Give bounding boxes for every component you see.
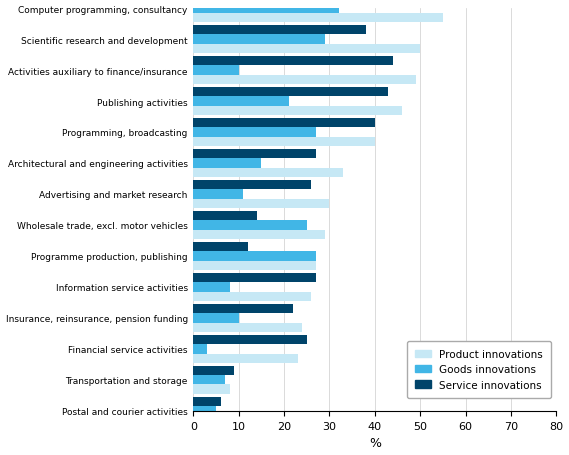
Bar — [193, 149, 316, 159]
X-axis label: %: % — [369, 436, 381, 450]
Bar — [193, 375, 225, 384]
Bar — [193, 180, 311, 190]
Bar — [193, 304, 293, 313]
Bar — [193, 252, 316, 261]
Bar — [193, 335, 307, 344]
Bar — [193, 211, 257, 221]
Bar — [193, 230, 325, 240]
Bar — [193, 66, 239, 76]
Bar — [193, 26, 366, 35]
Bar — [193, 366, 234, 375]
Bar — [193, 273, 316, 283]
Bar — [193, 159, 261, 168]
Bar — [193, 88, 389, 97]
Bar — [193, 406, 216, 415]
Bar — [193, 221, 307, 230]
Bar — [193, 106, 402, 116]
Bar — [193, 0, 430, 5]
Legend: Product innovations, Goods innovations, Service innovations: Product innovations, Goods innovations, … — [407, 341, 551, 398]
Bar — [193, 97, 288, 106]
Bar — [193, 128, 316, 137]
Bar — [193, 119, 375, 128]
Bar — [193, 354, 298, 363]
Bar — [193, 242, 248, 252]
Bar — [193, 397, 221, 406]
Bar — [193, 344, 207, 354]
Bar — [193, 415, 221, 425]
Bar — [193, 428, 288, 437]
Bar — [193, 45, 420, 54]
Bar — [193, 446, 320, 455]
Bar — [193, 14, 443, 23]
Bar — [193, 35, 325, 45]
Bar — [193, 384, 230, 394]
Bar — [193, 137, 375, 147]
Bar — [193, 76, 416, 85]
Bar — [193, 261, 316, 270]
Bar — [193, 168, 343, 178]
Bar — [193, 323, 302, 332]
Bar — [193, 199, 329, 209]
Bar — [193, 190, 244, 199]
Bar — [193, 313, 239, 323]
Bar — [193, 5, 339, 14]
Bar — [193, 437, 261, 446]
Bar — [193, 283, 230, 292]
Bar — [193, 57, 393, 66]
Bar — [193, 292, 311, 301]
